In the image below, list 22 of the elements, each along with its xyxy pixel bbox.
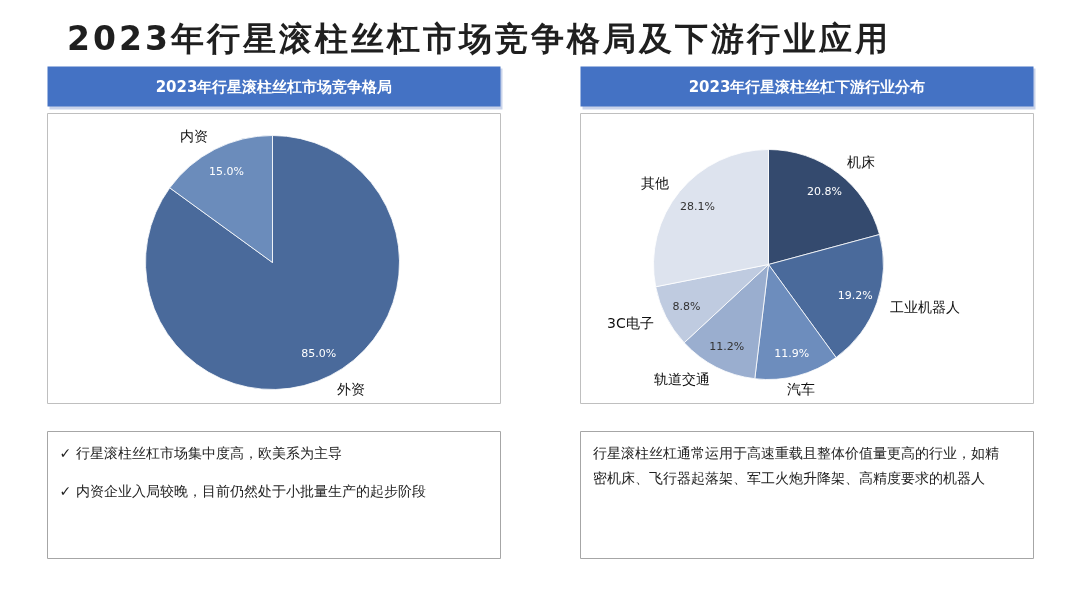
text: 2023年行星滚柱丝杠市场竞争格局及下游行业应用 <box>67 18 891 60</box>
data-label: 85.0% <box>301 346 337 360</box>
slice-label: 轨道交通 <box>654 371 711 388</box>
data-label: 11.2% <box>709 339 745 353</box>
slice-label: 工业机器人 <box>889 299 960 316</box>
data-label: 15.0% <box>208 165 244 179</box>
chart-subtitle: 2023年行星滚柱丝杠下游行业分布 <box>688 77 926 96</box>
slice-label: 汽车 <box>786 381 815 398</box>
data-label: 8.8% <box>672 299 701 313</box>
text: ✓ 行星滚柱丝杠市场集中度高，欧美系为主导 <box>59 444 342 461</box>
slice-label: 其他 <box>641 174 669 191</box>
slice-label: 外资 <box>337 381 366 398</box>
slice-label: 机床 <box>846 154 875 171</box>
slice-label: 内资 <box>179 127 208 144</box>
data-label: 20.8% <box>806 184 842 198</box>
text: 行星滚柱丝杠通常运用于高速重载且整体价值量更高的行业，如精密机床、飞行器起落架、军工火炮升降架、高精度要求的机器人 <box>592 444 999 487</box>
data-label: 11.9% <box>774 347 810 361</box>
data-label: 19.2% <box>837 288 873 302</box>
text: ✓ 内资企业入局较晚，目前仍然处于小批量生产的起步阶段 <box>59 482 426 499</box>
chart-subtitle: 2023年行星滚柱丝杠市场竞争格局 <box>155 77 393 96</box>
data-label: 28.1% <box>679 199 715 213</box>
slice-label: 3C电子 <box>607 314 654 331</box>
